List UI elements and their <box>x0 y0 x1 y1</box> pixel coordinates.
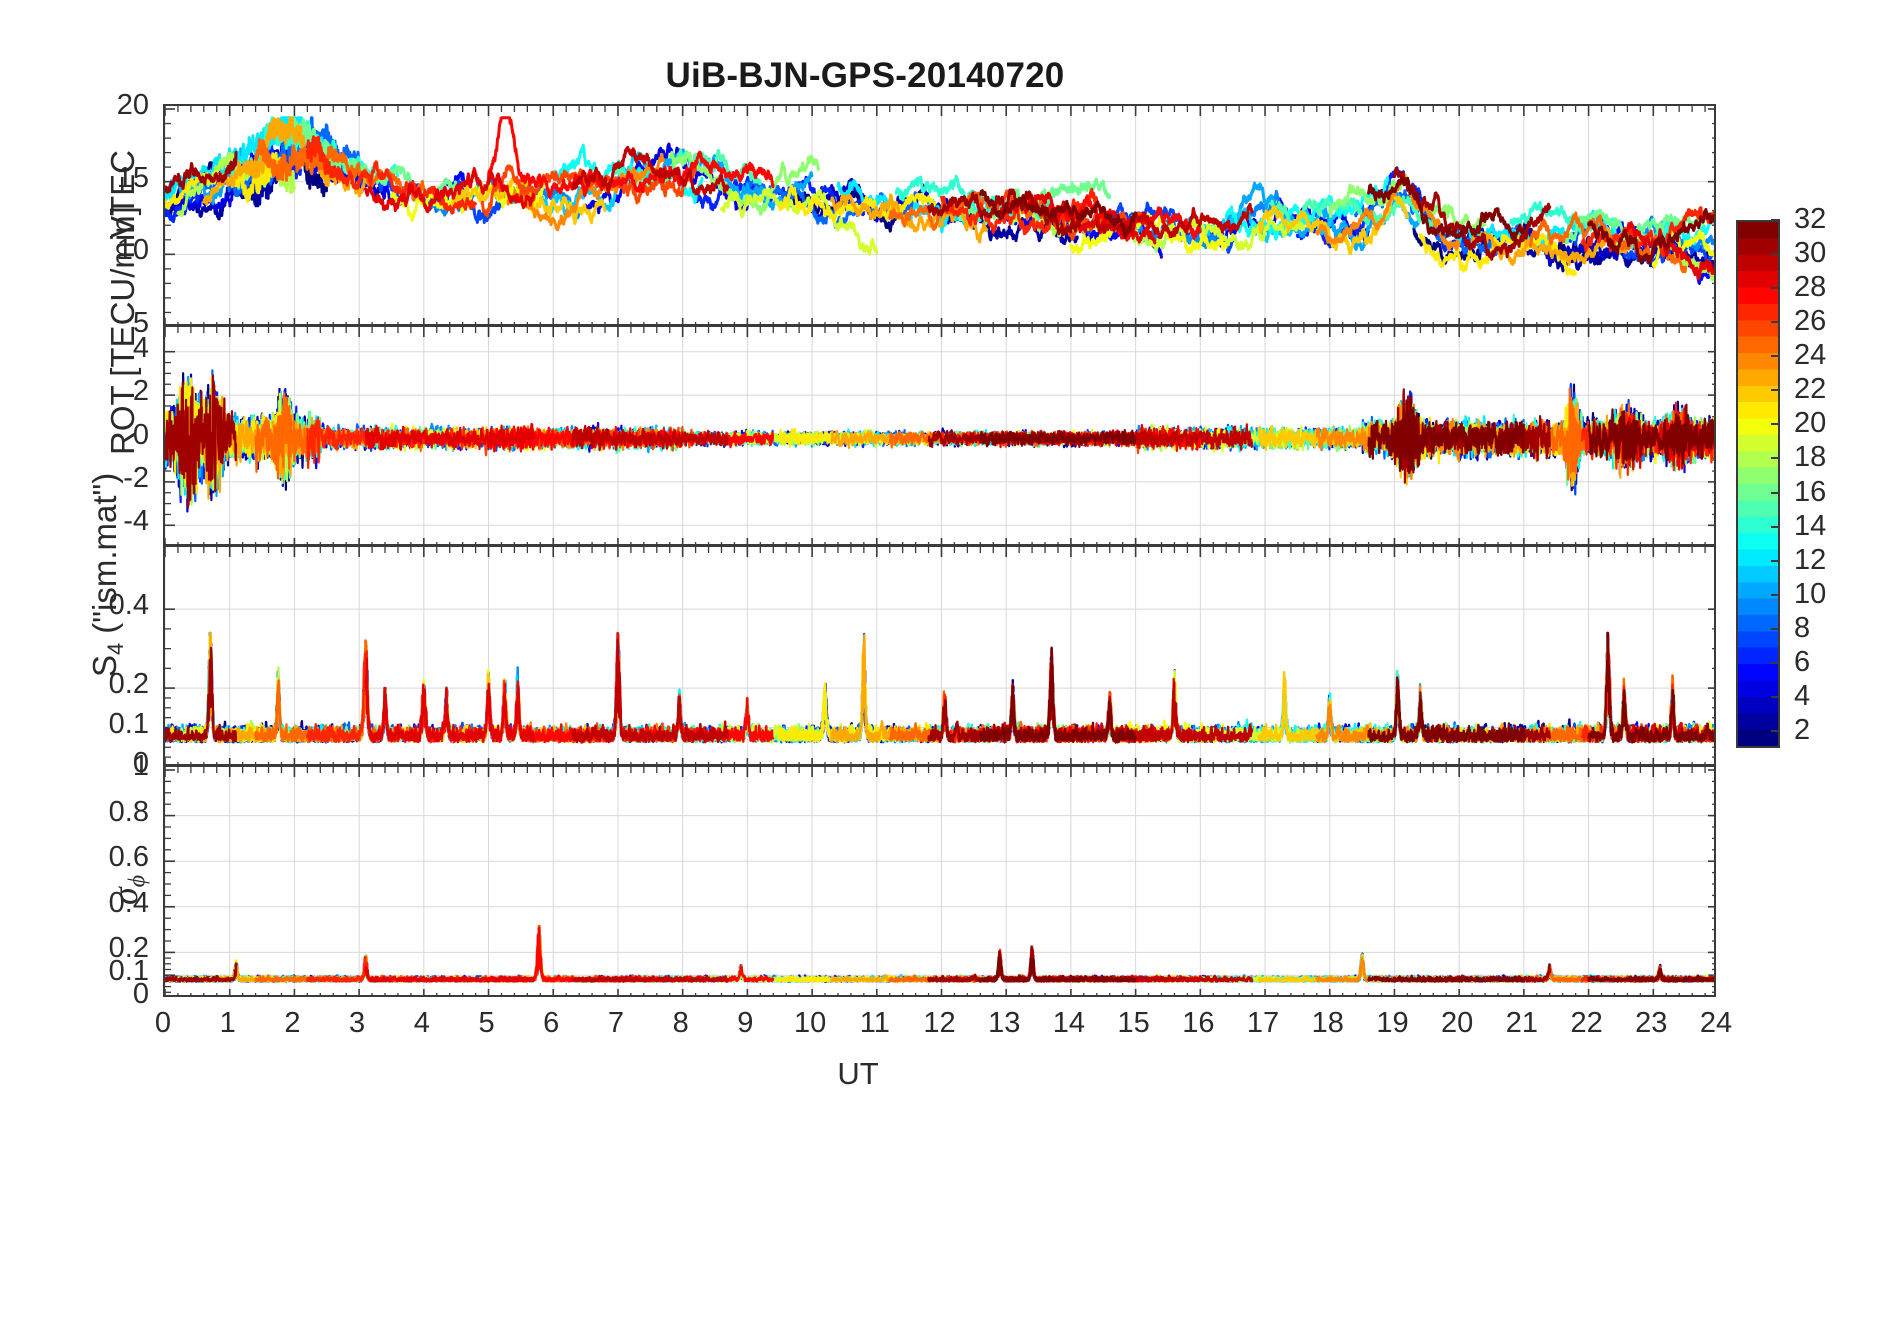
xtick-label: 13 <box>988 1007 1021 1039</box>
ytick-label-sigmaphi: 0.6 <box>108 841 149 874</box>
ytick-label-s4: 0 <box>132 747 149 779</box>
colorbar-gradient <box>1736 220 1780 748</box>
figure-title: UiB-BJN-GPS-20140720 <box>665 56 1065 95</box>
colorbar-tick-label: 6 <box>1794 645 1811 678</box>
xtick-label: 11 <box>859 1007 890 1039</box>
ytick-label-rot: 4 <box>132 331 149 364</box>
colorbar-tick-label: 22 <box>1794 373 1827 406</box>
colorbar-tick-label: 16 <box>1794 475 1827 508</box>
xtick-label: 3 <box>349 1007 366 1039</box>
colorbar-tick <box>1771 219 1780 221</box>
yaxis-label-s4: S4 ("ism.mat") <box>86 472 128 677</box>
colorbar-tick-label: 18 <box>1794 441 1827 474</box>
ytick-label-sigmaphi: 0.8 <box>108 795 149 828</box>
xtick-label: 19 <box>1376 1007 1409 1039</box>
colorbar-tick <box>1771 491 1780 494</box>
colorbar-tick-label: 26 <box>1794 305 1827 338</box>
plot-panel-rot <box>163 325 1716 546</box>
xtick-label: 20 <box>1441 1007 1474 1039</box>
ytick-label-sigmaphi: 0.4 <box>108 886 149 919</box>
xaxis-label: UT <box>837 1056 879 1091</box>
colorbar-tick <box>1771 355 1780 358</box>
colorbar-tick <box>1771 559 1780 562</box>
xtick-label: 2 <box>284 1007 301 1039</box>
colorbar-tick <box>1771 661 1780 664</box>
colorbar-tick <box>1771 729 1780 732</box>
ytick-label-vtec: 10 <box>116 234 149 267</box>
colorbar-tick-label: 12 <box>1794 543 1827 576</box>
colorbar-tick-label: 4 <box>1794 679 1811 712</box>
xtick-label: 24 <box>1699 1007 1733 1039</box>
ytick-label-sigmaphi: 0 <box>132 978 149 1010</box>
plot-panel-sigmaphi <box>163 765 1716 997</box>
colorbar-tick <box>1771 287 1780 290</box>
yaxis-label-sigmaphi: σϕ <box>105 874 151 905</box>
xtick-label: 22 <box>1570 1007 1603 1039</box>
ytick-label-sigmaphi: 1 <box>132 750 149 782</box>
colorbar-tick-label: 10 <box>1794 577 1827 610</box>
ytick-label-rot: 0 <box>132 418 149 451</box>
xtick-label: 16 <box>1182 1007 1215 1039</box>
ytick-label-s4: 0.1 <box>108 707 149 740</box>
colorbar-tick-label: 20 <box>1794 407 1827 440</box>
xtick-label: 6 <box>543 1007 560 1039</box>
ytick-label-vtec: 15 <box>116 161 149 194</box>
ytick-label-vtec: 5 <box>132 307 149 339</box>
ytick-label-rot: 2 <box>132 375 149 408</box>
ytick-label-vtec: 20 <box>116 89 149 121</box>
colorbar-label: PRN <box>1898 433 1902 503</box>
xtick-label: 9 <box>737 1007 754 1039</box>
colorbar-tick-label: 14 <box>1794 509 1827 542</box>
colorbar-tick <box>1771 593 1780 596</box>
xtick-label: 7 <box>607 1007 625 1039</box>
xtick-label: 17 <box>1246 1007 1280 1039</box>
xtick-label: 8 <box>672 1007 689 1039</box>
plot-panel-s4 <box>163 545 1716 766</box>
colorbar-tick-label: 24 <box>1794 339 1827 372</box>
plot-panel-vtec <box>163 104 1716 326</box>
colorbar-tick-label: 32 <box>1794 203 1827 235</box>
xtick-label: 4 <box>413 1007 430 1039</box>
xtick-label: 18 <box>1311 1007 1344 1039</box>
xtick-label: 0 <box>154 1007 172 1039</box>
colorbar-tick <box>1771 525 1780 528</box>
xtick-label: 12 <box>923 1007 956 1039</box>
colorbar-tick <box>1771 627 1780 630</box>
xtick-label: 5 <box>478 1007 495 1039</box>
colorbar-tick-label: 28 <box>1794 271 1827 304</box>
ytick-label-sigmaphi: 0.2 <box>108 932 149 965</box>
colorbar-tick <box>1771 423 1780 426</box>
ytick-label-rot: -2 <box>123 461 149 494</box>
ytick-label-s4: 0.4 <box>108 589 149 622</box>
colorbar-tick-label: 2 <box>1794 713 1811 746</box>
ytick-label-sigmaphi: 0.1 <box>108 955 149 988</box>
xtick-label: 10 <box>793 1007 827 1039</box>
yaxis-label-rot: ROT [TECU/min] <box>104 205 141 455</box>
ytick-label-rot: -4 <box>123 505 149 538</box>
colorbar-tick-label: 8 <box>1794 611 1811 644</box>
colorbar-tick <box>1771 695 1780 698</box>
ytick-label-s4: 0.2 <box>108 668 149 701</box>
colorbar-tick <box>1771 253 1780 256</box>
xtick-label: 14 <box>1052 1007 1086 1039</box>
colorbar-tick <box>1771 457 1780 460</box>
xtick-label: 1 <box>219 1007 236 1039</box>
xtick-label: 15 <box>1117 1007 1150 1039</box>
colorbar-tick-label: 30 <box>1794 237 1827 270</box>
colorbar-tick <box>1771 321 1780 324</box>
colorbar-tick <box>1771 389 1780 392</box>
xtick-label: 21 <box>1505 1007 1538 1039</box>
xtick-label: 23 <box>1635 1007 1668 1039</box>
